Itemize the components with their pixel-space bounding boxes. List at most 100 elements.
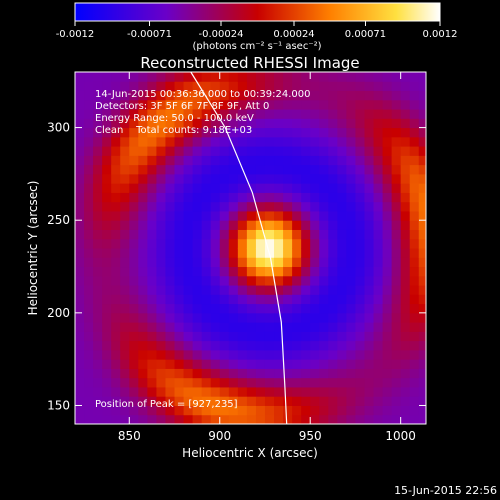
heatmap-cell — [274, 405, 284, 416]
heatmap-cell — [301, 248, 311, 258]
heatmap-cell — [418, 266, 427, 277]
heatmap-cell — [237, 285, 248, 295]
heatmap-cell — [418, 396, 427, 406]
heatmap-cell — [174, 220, 185, 230]
heatmap-cell — [138, 210, 148, 221]
heatmap-cell — [192, 377, 203, 388]
heatmap-cell — [328, 368, 338, 379]
heatmap-cell — [355, 248, 365, 258]
heatmap-cell — [319, 386, 329, 397]
heatmap-cell — [319, 201, 329, 212]
heatmap-cell — [165, 229, 176, 240]
heatmap-cell — [147, 396, 157, 406]
heatmap-cell — [364, 312, 375, 323]
heatmap-cell — [346, 386, 356, 397]
heatmap-cell — [237, 90, 248, 101]
heatmap-cell — [201, 322, 212, 332]
annotation-peak: Position of Peak = [927,235] — [95, 399, 238, 410]
heatmap-cell — [391, 275, 402, 286]
heatmap-cell — [373, 275, 384, 286]
heatmap-cell — [400, 414, 411, 425]
heatmap-cell — [93, 99, 103, 110]
heatmap-cell — [228, 136, 239, 147]
heatmap-cell — [364, 72, 375, 82]
heatmap-cell — [237, 405, 248, 416]
heatmap-cell — [364, 275, 375, 286]
heatmap-cell — [328, 303, 338, 314]
heatmap-cell — [283, 322, 293, 332]
heatmap-cell — [310, 146, 320, 156]
heatmap-cell — [382, 414, 393, 425]
heatmap-cell — [337, 238, 347, 249]
heatmap-cell — [409, 340, 420, 351]
heatmap-cell — [93, 248, 103, 258]
heatmap-cell — [319, 183, 329, 193]
x-axis-label: Heliocentric X (arcsec) — [182, 446, 318, 460]
heatmap-cell — [156, 322, 166, 332]
colorbar-tick-label: -0.00071 — [127, 29, 172, 40]
heatmap-cell — [147, 90, 157, 101]
heatmap-cell — [319, 331, 329, 342]
heatmap-cell — [210, 294, 221, 305]
x-tick-label: 1000 — [385, 429, 416, 443]
heatmap-cell — [210, 164, 221, 175]
heatmap-cell — [192, 173, 203, 184]
heatmap-cell — [255, 322, 266, 332]
heatmap-cell — [418, 192, 427, 203]
heatmap-cell — [274, 220, 284, 230]
heatmap-cell — [418, 386, 427, 397]
heatmap-cell — [237, 294, 248, 305]
heatmap-cell — [373, 220, 384, 230]
heatmap-cell — [355, 377, 365, 388]
heatmap-cell — [274, 340, 284, 351]
heatmap-cell — [219, 99, 230, 110]
heatmap-cell — [264, 109, 275, 119]
heatmap-cell — [337, 294, 347, 305]
heatmap-cell — [283, 183, 293, 193]
heatmap-cell — [201, 396, 212, 406]
heatmap-cell — [255, 266, 266, 277]
heatmap-cell — [274, 275, 284, 286]
y-tick-label: 150 — [47, 398, 70, 412]
heatmap-cell — [201, 312, 212, 323]
heatmap-cell — [75, 220, 85, 230]
heatmap-cell — [228, 109, 239, 119]
heatmap-cell — [174, 90, 185, 101]
heatmap-cell — [328, 155, 338, 166]
heatmap-cell — [328, 414, 338, 425]
heatmap-cell — [274, 294, 284, 305]
heatmap-cell — [400, 303, 411, 314]
heatmap-cell — [192, 396, 203, 406]
heatmap-cell — [237, 275, 248, 286]
heatmap-cell — [364, 396, 375, 406]
heatmap-cell — [255, 285, 266, 295]
heatmap-cell — [301, 285, 311, 295]
heatmap-cell — [337, 109, 347, 119]
heatmap-cell — [165, 331, 176, 342]
heatmap-cell — [120, 368, 130, 379]
heatmap-cell — [156, 359, 166, 369]
heatmap-cell — [418, 349, 427, 360]
heatmap-cell — [93, 285, 103, 295]
heatmap-cell — [93, 173, 103, 184]
heatmap-cell — [283, 386, 293, 397]
heatmap-cell — [310, 303, 320, 314]
heatmap-cell — [174, 312, 185, 323]
heatmap-cell — [237, 183, 248, 193]
heatmap-cell — [237, 220, 248, 230]
heatmap-cell — [255, 331, 266, 342]
heatmap-cell — [102, 303, 112, 314]
heatmap-cell — [84, 155, 94, 166]
heatmap-cell — [274, 164, 284, 175]
heatmap-cell — [418, 294, 427, 305]
heatmap-cell — [111, 164, 121, 175]
heatmap-cell — [246, 405, 257, 416]
heatmap-cell — [237, 386, 248, 397]
heatmap-cell — [237, 359, 248, 369]
heatmap-cell — [102, 164, 112, 175]
heatmap-cell — [264, 386, 275, 397]
heatmap-cell — [75, 294, 85, 305]
heatmap-cell — [246, 294, 257, 305]
heatmap-cell — [264, 414, 275, 425]
heatmap-cell — [319, 155, 329, 166]
